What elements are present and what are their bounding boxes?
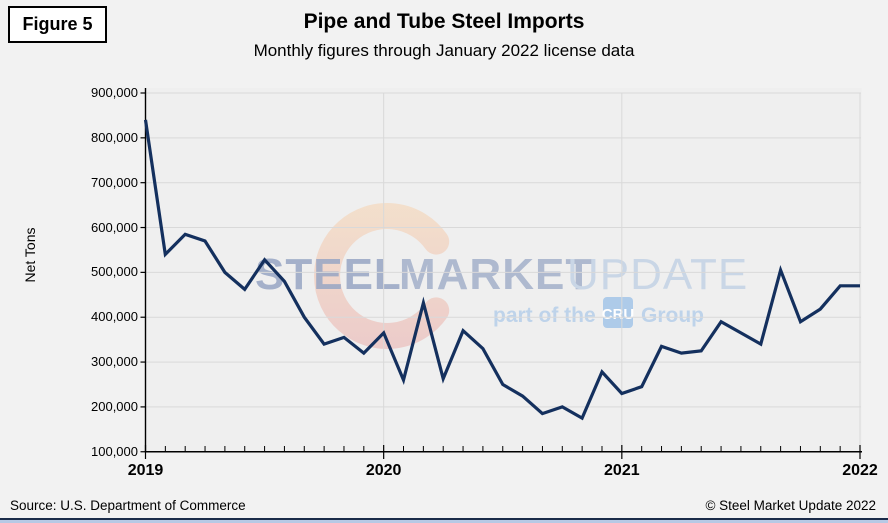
watermark-part-of-the-text: part of the bbox=[493, 304, 596, 327]
x-axis-year-label: 2019 bbox=[127, 462, 164, 479]
chart-title: Pipe and Tube Steel Imports bbox=[303, 10, 585, 33]
y-axis-tick-label: 400,000 bbox=[91, 309, 138, 325]
source-note: Source: U.S. Department of Commerce bbox=[10, 498, 246, 513]
watermark-update-text: UPDATE bbox=[567, 250, 748, 299]
axis-ticks bbox=[140, 92, 861, 459]
chart-subtitle: Monthly figures through January 2022 lic… bbox=[253, 41, 635, 60]
x-axis-year-label: 2020 bbox=[365, 462, 402, 479]
imports-line-series bbox=[143, 119, 860, 421]
cru-logo-box bbox=[603, 297, 633, 328]
y-axis-tick-label: 600,000 bbox=[91, 219, 138, 235]
bottom-border-strip bbox=[0, 518, 888, 523]
y-axis-tick-label: 100,000 bbox=[91, 443, 138, 459]
watermark-market-text: MARKET bbox=[399, 250, 593, 299]
figure-number-label: Figure 5 bbox=[8, 6, 107, 43]
y-axis-tick-label: 900,000 bbox=[91, 85, 138, 100]
watermark-group-text: Group bbox=[641, 304, 704, 327]
y-axis-tick-label: 700,000 bbox=[91, 174, 138, 190]
plot-area bbox=[145, 88, 862, 452]
x-axis-year-label: 2021 bbox=[604, 462, 640, 479]
y-axis-tick-label: 800,000 bbox=[91, 129, 138, 145]
crescent-swoosh-icon bbox=[314, 203, 450, 349]
y-axis-tick-label: 300,000 bbox=[91, 354, 138, 370]
x-axis-year-label: 2022 bbox=[842, 462, 878, 479]
y-axis-tick-label: 500,000 bbox=[91, 264, 138, 280]
copyright-note: © Steel Market Update 2022 bbox=[705, 498, 876, 513]
watermark-cru-text: CRU bbox=[602, 306, 635, 323]
y-axis-tick-label: 200,000 bbox=[91, 398, 138, 414]
